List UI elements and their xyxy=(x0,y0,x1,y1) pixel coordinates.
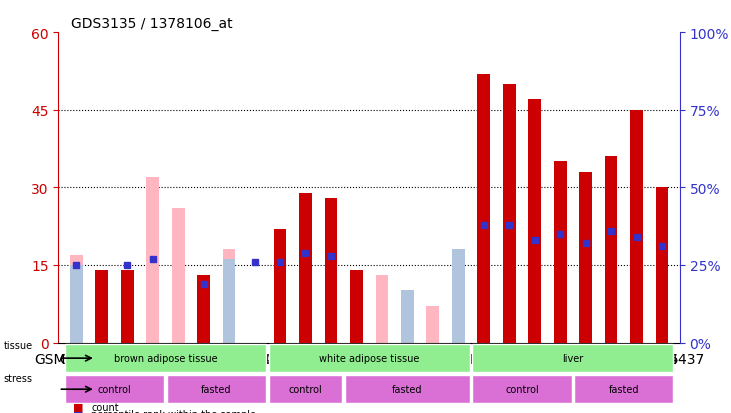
Bar xyxy=(529,100,541,343)
Bar xyxy=(452,255,465,343)
Text: control: control xyxy=(505,384,539,394)
Text: fasted: fasted xyxy=(392,384,423,394)
Bar xyxy=(299,193,312,343)
Bar xyxy=(197,276,210,343)
Bar xyxy=(96,271,108,343)
Bar xyxy=(223,259,235,343)
Text: fasted: fasted xyxy=(608,384,639,394)
Text: brown adipose tissue: brown adipose tissue xyxy=(113,353,217,363)
FancyBboxPatch shape xyxy=(167,375,266,403)
Bar xyxy=(477,74,490,343)
Bar xyxy=(70,265,83,343)
Text: control: control xyxy=(289,384,322,394)
Bar xyxy=(426,306,439,343)
Bar xyxy=(121,271,134,343)
FancyBboxPatch shape xyxy=(345,375,470,403)
Bar xyxy=(401,290,414,343)
Bar xyxy=(630,111,643,343)
Text: white adipose tissue: white adipose tissue xyxy=(319,353,420,363)
Bar xyxy=(146,178,159,343)
FancyBboxPatch shape xyxy=(268,344,470,372)
Bar xyxy=(452,250,465,343)
Text: stress: stress xyxy=(4,373,33,383)
Text: tissue: tissue xyxy=(4,340,33,350)
Bar xyxy=(325,198,337,343)
Bar xyxy=(503,85,515,343)
Text: ■: ■ xyxy=(73,402,83,412)
Bar xyxy=(96,287,108,343)
Bar xyxy=(656,188,668,343)
Text: liver: liver xyxy=(562,353,583,363)
Bar xyxy=(401,322,414,343)
Text: ■: ■ xyxy=(73,409,83,413)
FancyBboxPatch shape xyxy=(65,344,266,372)
FancyBboxPatch shape xyxy=(472,375,572,403)
Bar xyxy=(223,250,235,343)
Text: control: control xyxy=(98,384,132,394)
FancyBboxPatch shape xyxy=(574,375,673,403)
FancyBboxPatch shape xyxy=(65,375,164,403)
Bar xyxy=(172,209,184,343)
Text: fasted: fasted xyxy=(201,384,232,394)
Bar xyxy=(605,157,618,343)
Bar xyxy=(376,276,388,343)
FancyBboxPatch shape xyxy=(268,375,342,403)
Bar xyxy=(579,173,592,343)
Bar xyxy=(350,271,363,343)
Text: count: count xyxy=(91,402,119,412)
Text: GDS3135 / 1378106_at: GDS3135 / 1378106_at xyxy=(71,17,232,31)
Bar xyxy=(325,287,337,343)
Bar xyxy=(273,229,287,343)
Bar xyxy=(554,162,567,343)
FancyBboxPatch shape xyxy=(472,344,673,372)
Bar xyxy=(70,255,83,343)
Text: percentile rank within the sample: percentile rank within the sample xyxy=(91,409,257,413)
